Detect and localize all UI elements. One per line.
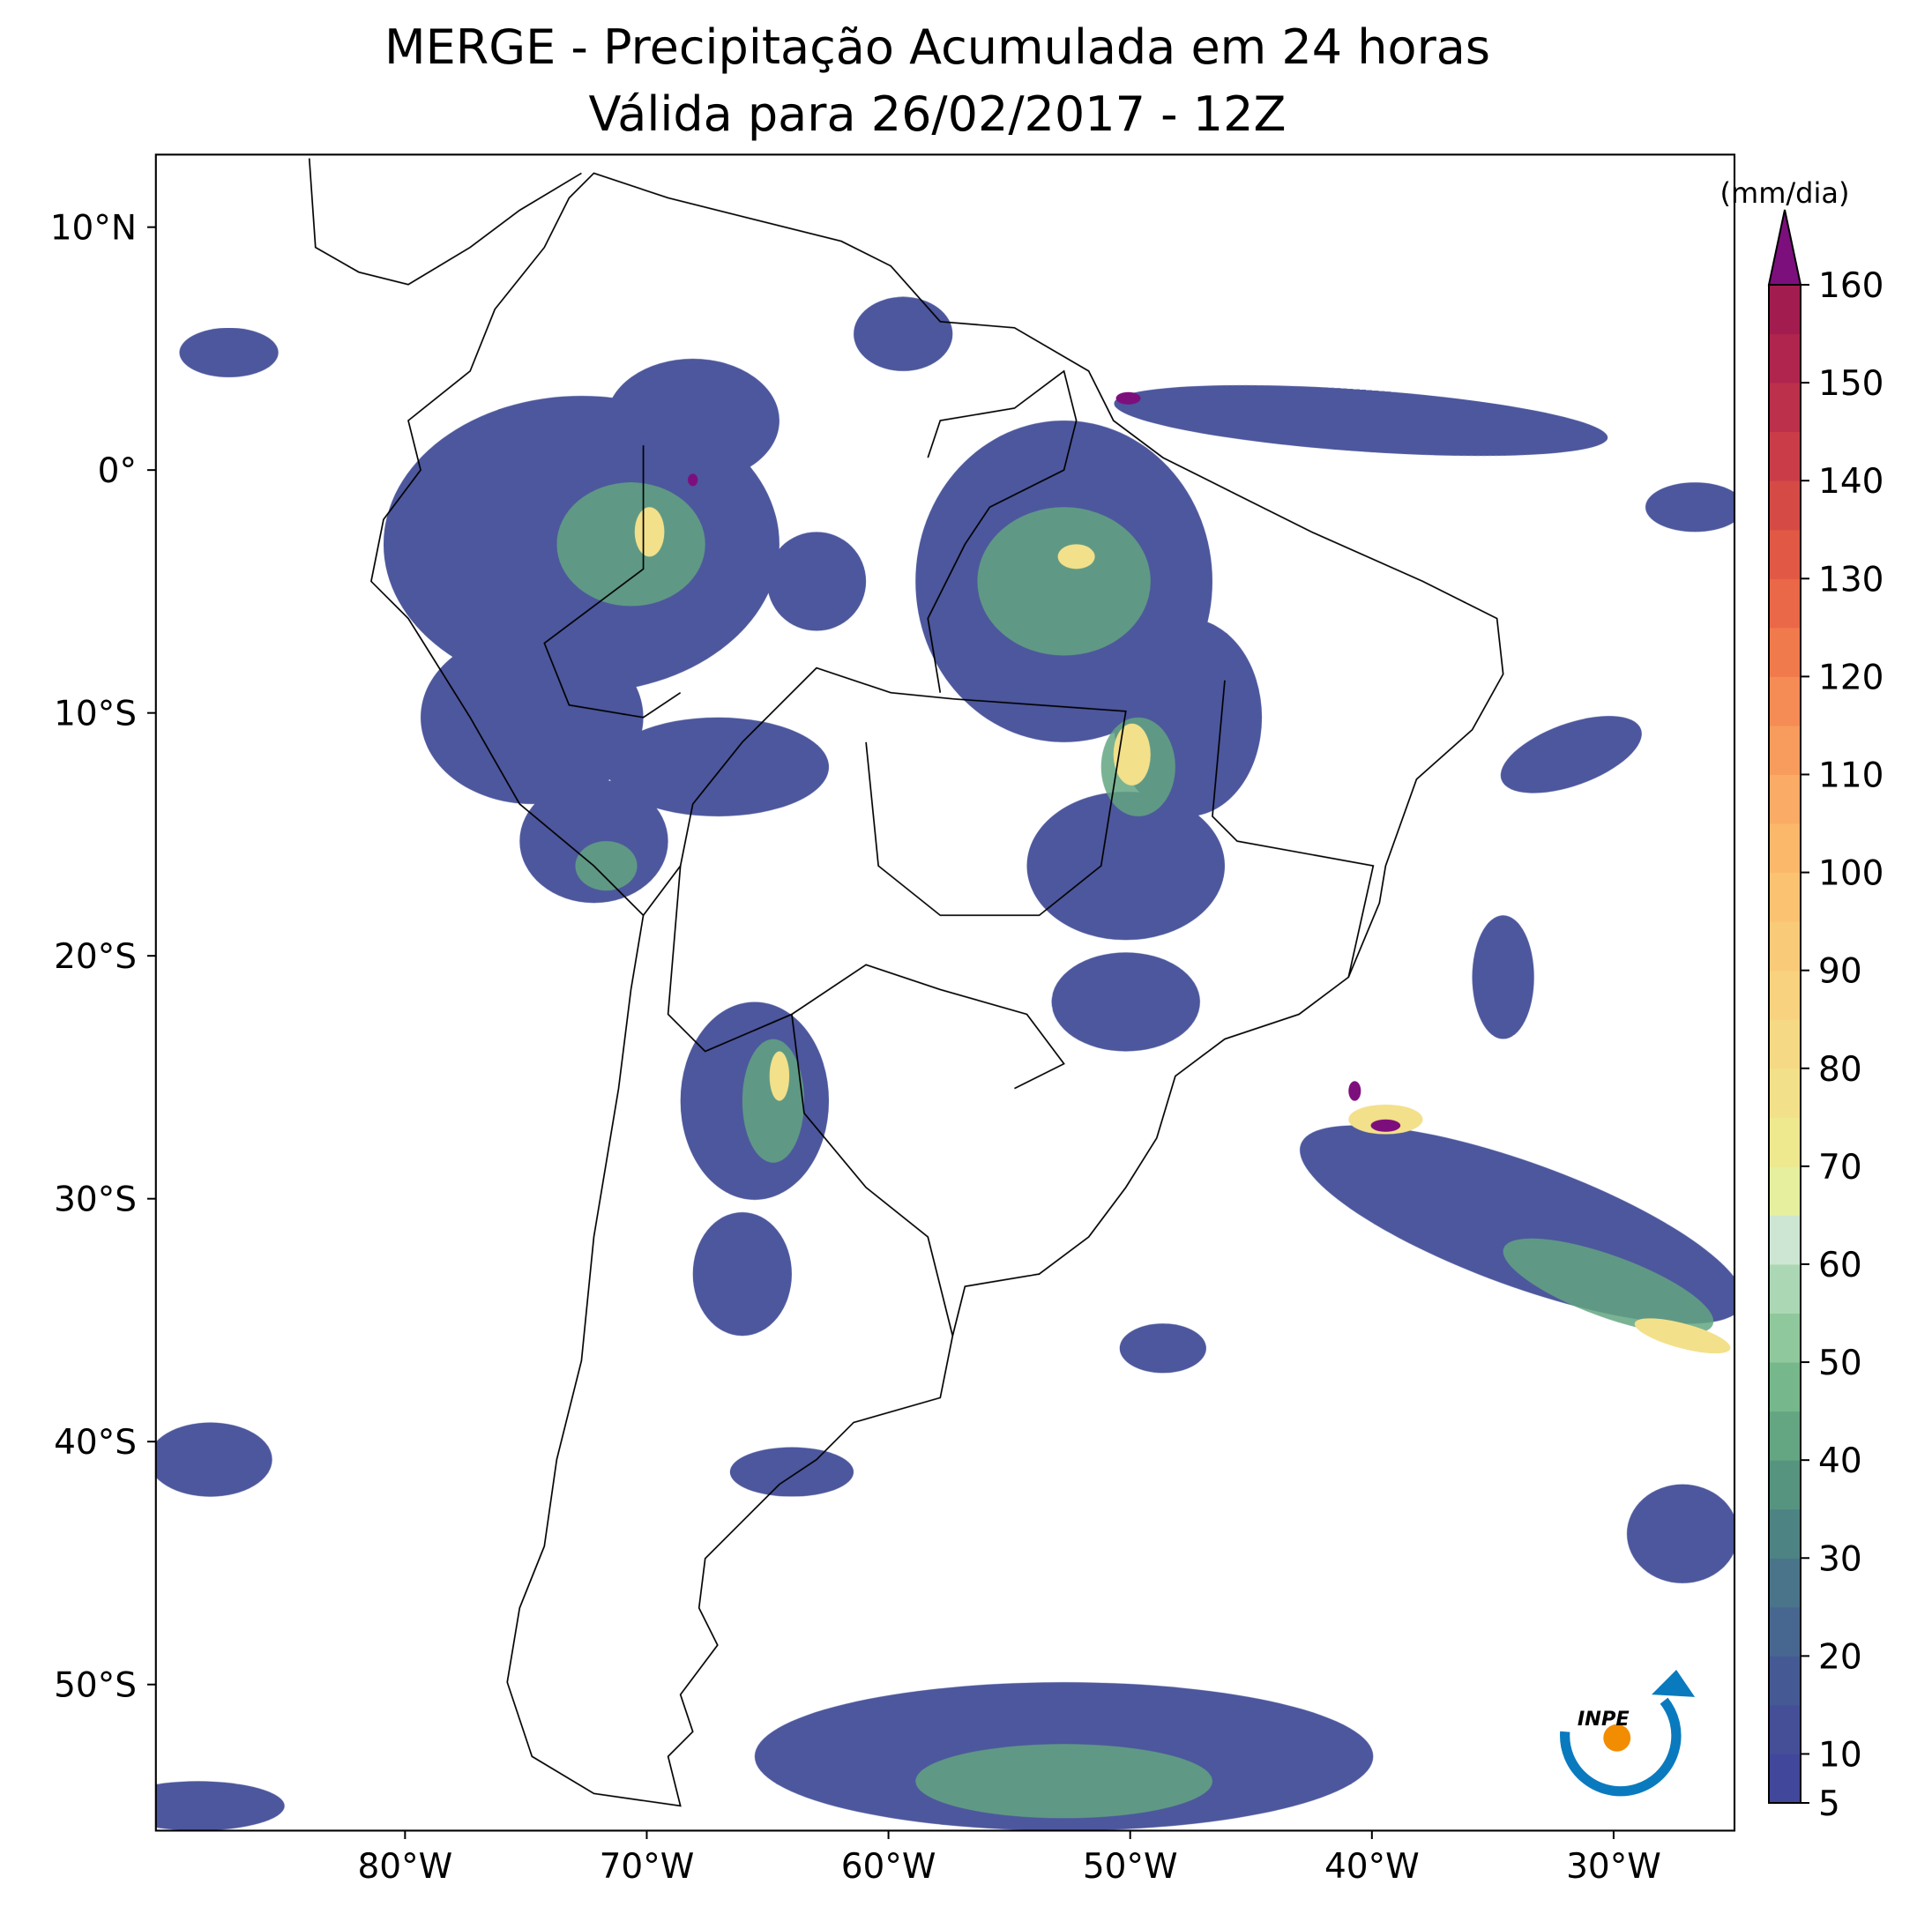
colorbar-band <box>1769 1068 1801 1118</box>
colorbar-tick-label: 5 <box>1818 1784 1840 1824</box>
colorbar-band <box>1769 333 1801 384</box>
colorbar-band <box>1769 1411 1801 1461</box>
x-tick-label: 50°W <box>1083 1847 1178 1887</box>
colorbar-tick-label: 160 <box>1818 266 1884 306</box>
colorbar-band <box>1769 872 1801 922</box>
colorbar-band <box>1769 921 1801 972</box>
precipitation <box>155 158 1735 1831</box>
colorbar-band <box>1769 1754 1801 1804</box>
colorbar-band <box>1769 383 1801 433</box>
colorbar-tick-label: 130 <box>1818 560 1884 600</box>
logo-arc <box>1560 1697 1682 1797</box>
colorbar-band <box>1769 1508 1801 1559</box>
colorbar-band <box>1769 676 1801 726</box>
colorbar-tick-label: 20 <box>1818 1637 1862 1677</box>
colorbar-tick-label: 100 <box>1818 854 1884 894</box>
y-tick-label: 30°S <box>54 1180 137 1220</box>
colorbar-tick-label: 50 <box>1818 1344 1862 1383</box>
x-tick-label: 80°W <box>357 1847 452 1887</box>
colorbar-tick-label: 40 <box>1818 1441 1862 1481</box>
title: MERGE - Precipitação Acumulada em 24 hor… <box>384 19 1490 75</box>
colorbar-label: (mm/dia) <box>1720 176 1850 210</box>
colorbar-extend <box>1767 209 1802 286</box>
y-tick-label: 20°S <box>54 937 137 977</box>
colorbar-band <box>1769 1460 1801 1510</box>
colorbar-band <box>1769 480 1801 531</box>
x-tick-label: 60°W <box>841 1847 936 1887</box>
colorbar-band <box>1769 1656 1801 1706</box>
logo-arrow <box>1652 1670 1696 1697</box>
colorbar-band <box>1769 1215 1801 1265</box>
colorbar-tick-label: 80 <box>1818 1050 1862 1090</box>
colorbar-band <box>1769 529 1801 579</box>
colorbar-band <box>1769 725 1801 775</box>
map-frame <box>154 153 1736 1832</box>
y-tick-label: 0° <box>98 451 137 491</box>
colorbar-tick-label: 10 <box>1818 1735 1862 1775</box>
colorbar-band <box>1769 1558 1801 1608</box>
y-tick-label: 50°S <box>54 1666 137 1706</box>
colorbar-band <box>1769 578 1801 629</box>
colorbar-band <box>1769 1362 1801 1412</box>
colorbar-tick-label: 90 <box>1818 952 1862 992</box>
colorbar-tick-label: 70 <box>1818 1148 1862 1188</box>
colorbar-band <box>1769 285 1801 335</box>
subtitle: Válida para 26/02/2017 - 12Z <box>589 86 1287 142</box>
colorbar-tick-label: 60 <box>1818 1246 1862 1285</box>
logo-text: INPE <box>1578 1708 1630 1731</box>
colorbar-frame <box>1768 284 1801 1804</box>
colorbar-band <box>1769 1313 1801 1363</box>
colorbar-band <box>1769 774 1801 824</box>
x-tick-label: 40°W <box>1324 1847 1420 1887</box>
colorbar-band <box>1769 970 1801 1020</box>
colorbar-tick-label: 140 <box>1818 462 1884 502</box>
colorbar-band <box>1769 1704 1801 1754</box>
colorbar-tick-label: 150 <box>1818 364 1884 404</box>
colorbar-band <box>1769 1166 1801 1216</box>
map-area: INPE <box>154 153 1736 1832</box>
colorbar-tick-label: 30 <box>1818 1539 1862 1579</box>
y-tick-label: 10°S <box>54 695 137 734</box>
y-tick-label: 10°N <box>50 209 137 249</box>
logo-box <box>1527 1622 1734 1830</box>
colorbar-band <box>1769 627 1801 677</box>
colorbar-band <box>1769 823 1801 874</box>
x-tick-label: 70°W <box>600 1847 695 1887</box>
logo-dot <box>1603 1724 1631 1752</box>
colorbar-band <box>1769 1263 1801 1314</box>
y-tick-label: 40°S <box>54 1423 137 1463</box>
colorbar-tick-label: 120 <box>1818 658 1884 697</box>
colorbar-tick-label: 110 <box>1818 756 1884 795</box>
x-tick-label: 30°W <box>1566 1847 1661 1887</box>
colorbar-band <box>1769 1606 1801 1657</box>
colorbar-band <box>1769 1117 1801 1167</box>
colorbar-band <box>1769 1019 1801 1069</box>
colorbar-band <box>1769 431 1801 481</box>
